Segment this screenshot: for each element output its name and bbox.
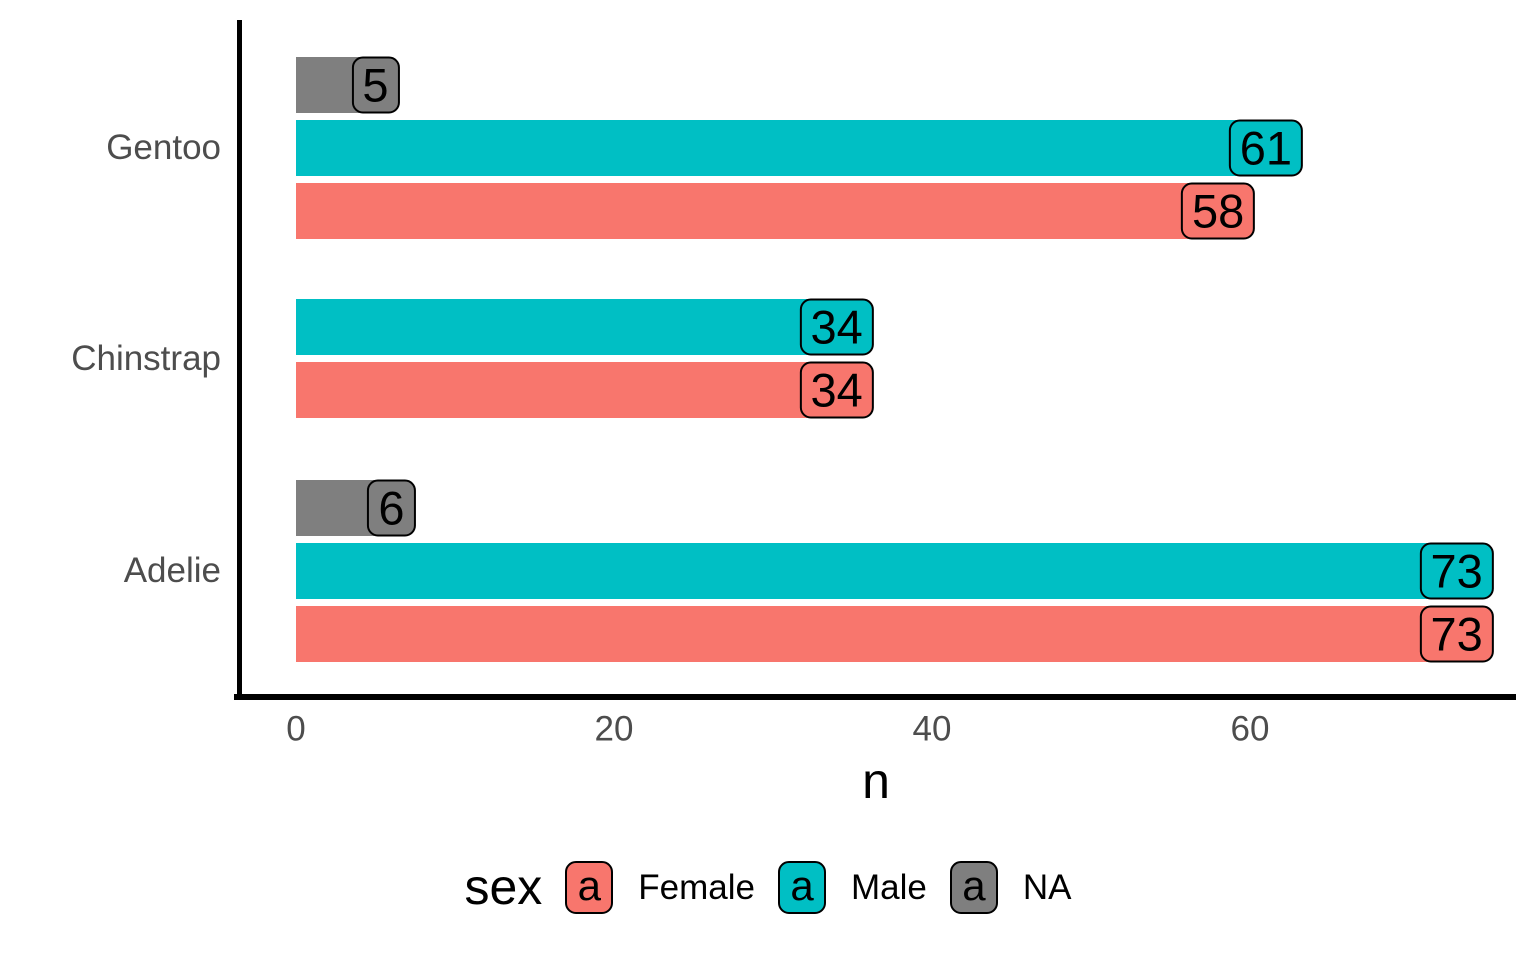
bar-adelie-male (296, 543, 1457, 599)
bar-chinstrap-female (296, 362, 837, 418)
legend-label-female: Female (638, 867, 756, 907)
y-axis-label-adelie: Adelie (123, 551, 221, 590)
bar-adelie-female (296, 606, 1457, 662)
bar-chinstrap-male (296, 299, 837, 355)
legend-item-female: a Female (565, 860, 756, 914)
x-axis-title: n (862, 753, 890, 809)
legend-key-female: a (565, 860, 614, 914)
x-tick-label-60: 60 (1230, 709, 1270, 749)
legend-key-male: a (778, 860, 827, 914)
bar-value-label-adelie-na: 6 (367, 479, 416, 537)
legend-item-na: a NA (949, 860, 1072, 914)
y-axis-label-gentoo: Gentoo (106, 128, 221, 167)
bar-value-label-gentoo-na: 5 (351, 56, 400, 114)
x-tick-label-20: 20 (594, 709, 634, 749)
legend-key-na: a (949, 860, 998, 914)
y-axis-line (237, 20, 242, 700)
legend-title: sex (464, 859, 543, 915)
bar-value-label-chinstrap-male: 34 (799, 298, 874, 356)
bar-value-label-chinstrap-female: 34 (799, 361, 874, 419)
y-axis-label-chinstrap: Chinstrap (71, 338, 221, 378)
bar-value-label-adelie-female: 73 (1419, 605, 1494, 663)
bar-value-label-gentoo-male: 61 (1228, 119, 1304, 177)
legend-item-male: a Male (778, 860, 927, 914)
bar-gentoo-female (296, 183, 1218, 239)
x-tick-label-0: 0 (286, 709, 306, 749)
legend-label-na: NA (1022, 867, 1072, 907)
x-tick-label-40: 40 (912, 709, 952, 749)
legend-label-male: Male (851, 867, 927, 907)
bar-value-label-gentoo-female: 58 (1181, 182, 1256, 240)
legend-items: a Female a Male a NA (565, 860, 1072, 914)
bar-value-label-adelie-male: 73 (1419, 542, 1494, 600)
bar-gentoo-male (296, 120, 1266, 176)
x-axis-line (234, 694, 1516, 700)
